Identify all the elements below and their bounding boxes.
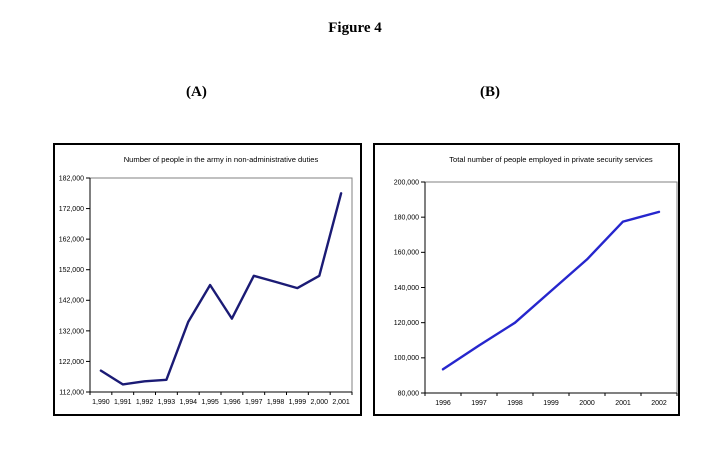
- plot-area-border: [424, 181, 678, 394]
- series-line: [441, 210, 661, 371]
- y-tick-label: 142,000: [59, 298, 84, 305]
- x-tick-label: 1,996: [223, 399, 241, 406]
- chart-title: Number of people in the army in non-admi…: [124, 155, 319, 164]
- x-tick-label: 1997: [471, 400, 487, 407]
- y-tick-label: 80,000: [398, 390, 420, 397]
- y-tick-label: 122,000: [59, 359, 84, 366]
- chart-a-box: Number of people in the army in non-admi…: [53, 143, 362, 416]
- panel-b-label: (B): [480, 84, 500, 100]
- x-tick-label: 2,001: [332, 399, 350, 406]
- x-tick-label: 1,992: [136, 399, 154, 406]
- plot-area-border: [89, 177, 353, 393]
- x-tick-label: 2000: [579, 400, 595, 407]
- y-tick-label: 162,000: [59, 237, 84, 244]
- y-tick-label: 152,000: [59, 267, 84, 274]
- x-tick-label: 2,000: [310, 399, 328, 406]
- y-tick-label: 140,000: [394, 285, 419, 292]
- x-tick-label: 1996: [435, 400, 451, 407]
- chart-a-canvas: Number of people in the army in non-admi…: [59, 155, 353, 406]
- x-tick-label: 1,997: [245, 399, 263, 406]
- chart-title: Total number of people employed in priva…: [449, 155, 653, 164]
- panel-a-label: (A): [186, 84, 207, 100]
- y-tick-label: 112,000: [59, 389, 84, 396]
- x-tick-label: 2001: [615, 400, 631, 407]
- chart-b-box: Total number of people employed in priva…: [373, 143, 680, 416]
- y-tick-label: 132,000: [59, 328, 84, 335]
- x-tick-label: 1,995: [201, 399, 219, 406]
- y-tick-label: 180,000: [394, 215, 419, 222]
- x-tick-label: 1,998: [267, 399, 285, 406]
- x-tick-label: 1,994: [179, 399, 197, 406]
- x-tick-label: 1999: [543, 400, 559, 407]
- x-tick-label: 1,990: [92, 399, 110, 406]
- y-tick-label: 120,000: [394, 320, 419, 327]
- y-tick-label: 200,000: [394, 179, 419, 186]
- x-tick-label: 1998: [507, 400, 523, 407]
- x-tick-label: 1,993: [158, 399, 176, 406]
- x-tick-label: 2002: [651, 400, 667, 407]
- y-tick-label: 100,000: [394, 355, 419, 362]
- y-tick-label: 172,000: [59, 206, 84, 213]
- x-tick-label: 1,999: [289, 399, 307, 406]
- y-tick-label: 160,000: [394, 250, 419, 257]
- y-tick-label: 182,000: [59, 175, 84, 182]
- figure-title: Figure 4: [328, 20, 382, 36]
- series-line: [99, 192, 343, 386]
- chart-b-canvas: Total number of people employed in priva…: [394, 155, 678, 407]
- x-tick-label: 1,991: [114, 399, 132, 406]
